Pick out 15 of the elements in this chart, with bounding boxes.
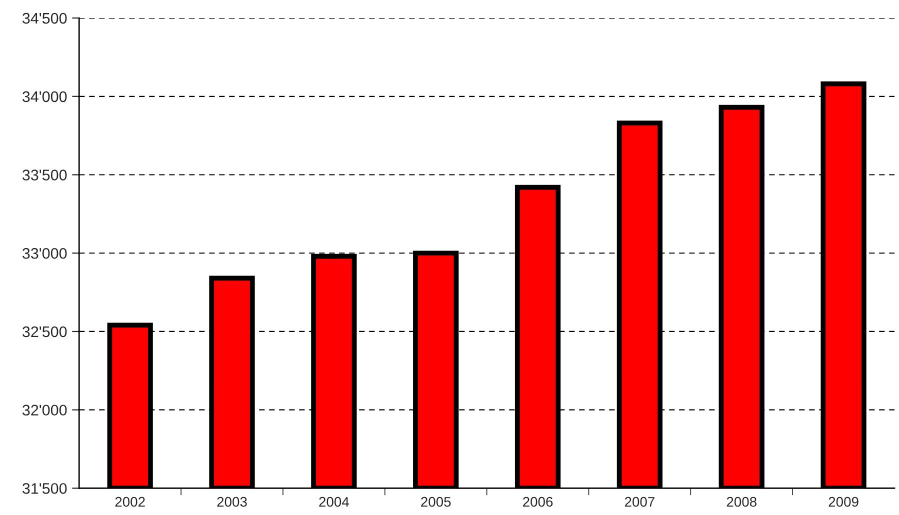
y-tick-label: 32'000	[22, 404, 67, 416]
y-tick-label: 34'500	[22, 12, 67, 24]
x-tick-label: 2003	[217, 496, 247, 507]
x-tick-label: 2006	[523, 496, 553, 507]
y-tick-label: 31'500	[22, 483, 67, 494]
x-tick-label: 2004	[319, 496, 349, 507]
x-tick-label: 2002	[115, 496, 145, 507]
x-tick-label: 2005	[421, 496, 451, 507]
y-tick-label: 33'000	[22, 248, 67, 259]
y-tick-label: 32'500	[22, 326, 67, 338]
x-tick-label: 2009	[828, 496, 858, 507]
y-tick-label: 34'000	[22, 91, 67, 102]
y-tick-label: 33'500	[22, 170, 67, 180]
x-tick-label: 2007	[624, 496, 654, 507]
x-tick-label: 2008	[726, 496, 756, 507]
